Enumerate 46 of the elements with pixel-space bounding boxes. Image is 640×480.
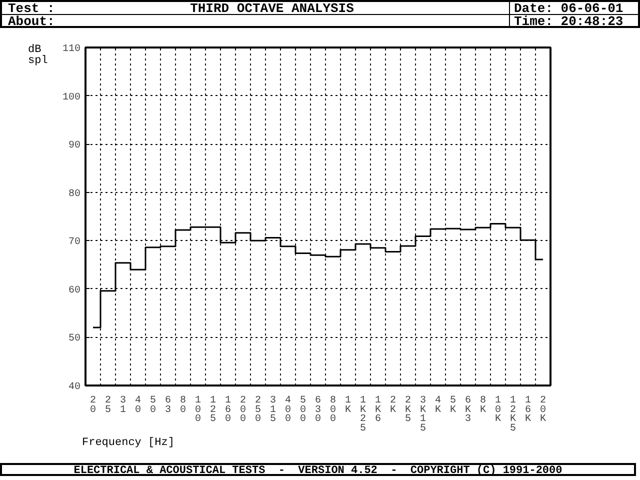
x-tick-label: 2K (390, 396, 396, 416)
x-tick-label: 63 (165, 396, 172, 416)
x-tick-label: 160 (225, 396, 232, 426)
x-tick-label: 3K15 (420, 396, 426, 435)
y-tick-label: 110 (62, 44, 81, 55)
x-tick-label: 80 (180, 396, 186, 416)
x-tick-label: 20 (90, 396, 96, 416)
y-tick-label: 60 (68, 285, 81, 296)
text: About: (8, 14, 55, 29)
x-tick-label: 315 (270, 396, 276, 426)
y-tick-label: 100 (62, 92, 81, 104)
x-tick-label: 2K5 (405, 396, 412, 426)
x-tick-label: 125 (210, 396, 216, 426)
x-tick-label: 8K (480, 396, 486, 416)
x-tick-label: 100 (195, 396, 202, 426)
x-tick-label: 5K (450, 396, 456, 416)
x-axis-title: Frequency [Hz] (82, 437, 174, 450)
text: Time: 20:48:23 (514, 14, 624, 29)
x-tick-label: 500 (300, 396, 306, 426)
x-tick-label: 250 (255, 396, 262, 426)
x-tick-label: 25 (105, 396, 112, 416)
x-tick-label: 50 (150, 396, 156, 416)
x-tick-label: 20K (540, 396, 546, 426)
y-tick-label: 80 (68, 188, 81, 200)
x-tick-label: 1K6 (375, 396, 382, 426)
x-tick-label: 6K3 (465, 396, 472, 426)
x-tick-label: 1K (345, 396, 352, 416)
x-tick-label: 4K (435, 396, 442, 416)
y-tick-label: 90 (68, 140, 81, 152)
x-tick-label: 630 (315, 396, 322, 426)
x-tick-label: 200 (240, 396, 246, 426)
x-tick-label: 16K (525, 396, 532, 426)
text: Test : (8, 1, 55, 16)
y-tick-label: 50 (68, 334, 81, 345)
x-tick-label: 400 (285, 396, 292, 426)
x-tick-label: 12K5 (510, 396, 516, 435)
y-axis-title: dB spl (28, 44, 48, 67)
x-tick-label: 1K25 (360, 396, 366, 435)
x-tick-label: 10K (495, 396, 502, 426)
x-tick-label: 31 (120, 396, 126, 416)
chart-title: THIRD OCTAVE ANALYSIS (189, 1, 355, 16)
y-tick-label: 40 (68, 382, 81, 393)
x-tick-label: 40 (135, 396, 142, 416)
x-tick-label: 800 (330, 396, 336, 426)
y-tick-label: 70 (68, 237, 81, 248)
text: Date: 06-06-01 (514, 1, 624, 16)
